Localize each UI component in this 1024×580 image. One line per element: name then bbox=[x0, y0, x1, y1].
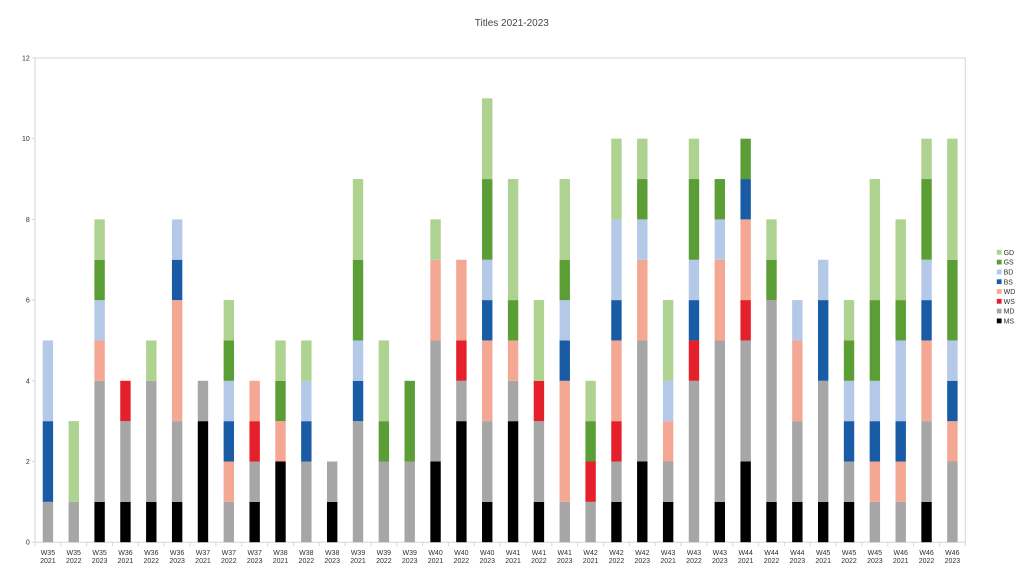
svg-text:W35: W35 bbox=[92, 550, 107, 557]
svg-text:2023: 2023 bbox=[712, 558, 728, 565]
svg-text:W40: W40 bbox=[480, 550, 495, 557]
svg-text:2021: 2021 bbox=[815, 558, 831, 565]
svg-text:0: 0 bbox=[26, 540, 30, 547]
svg-text:W43: W43 bbox=[713, 550, 728, 557]
svg-text:2023: 2023 bbox=[479, 558, 495, 565]
svg-text:2021: 2021 bbox=[428, 558, 444, 565]
svg-text:MD: MD bbox=[1004, 309, 1015, 316]
svg-text:W38: W38 bbox=[325, 550, 340, 557]
svg-text:2: 2 bbox=[26, 459, 30, 466]
svg-text:2021: 2021 bbox=[350, 558, 366, 565]
svg-text:W46: W46 bbox=[945, 550, 960, 557]
svg-text:2022: 2022 bbox=[454, 558, 470, 565]
svg-text:2021: 2021 bbox=[505, 558, 521, 565]
svg-text:W42: W42 bbox=[583, 550, 598, 557]
svg-text:2022: 2022 bbox=[919, 558, 935, 565]
svg-text:2023: 2023 bbox=[557, 558, 573, 565]
svg-text:W36: W36 bbox=[170, 550, 185, 557]
svg-text:W36: W36 bbox=[144, 550, 159, 557]
svg-text:2023: 2023 bbox=[635, 558, 651, 565]
svg-text:2022: 2022 bbox=[376, 558, 392, 565]
svg-text:2023: 2023 bbox=[790, 558, 806, 565]
svg-text:W36: W36 bbox=[118, 550, 133, 557]
svg-text:12: 12 bbox=[22, 56, 30, 63]
svg-text:W38: W38 bbox=[299, 550, 314, 557]
svg-text:W40: W40 bbox=[428, 550, 443, 557]
svg-text:BS: BS bbox=[1004, 279, 1014, 286]
svg-text:2022: 2022 bbox=[841, 558, 857, 565]
svg-text:2022: 2022 bbox=[686, 558, 702, 565]
svg-text:4: 4 bbox=[26, 378, 30, 385]
svg-text:2021: 2021 bbox=[40, 558, 56, 565]
svg-text:2021: 2021 bbox=[893, 558, 909, 565]
svg-text:2021: 2021 bbox=[660, 558, 676, 565]
svg-text:2021: 2021 bbox=[118, 558, 134, 565]
svg-text:W41: W41 bbox=[558, 550, 573, 557]
svg-text:W43: W43 bbox=[687, 550, 702, 557]
svg-text:2023: 2023 bbox=[169, 558, 185, 565]
svg-text:W42: W42 bbox=[635, 550, 650, 557]
svg-text:W35: W35 bbox=[41, 550, 56, 557]
svg-text:W44: W44 bbox=[764, 550, 779, 557]
svg-text:W41: W41 bbox=[506, 550, 521, 557]
svg-text:2022: 2022 bbox=[299, 558, 315, 565]
svg-text:2022: 2022 bbox=[221, 558, 237, 565]
svg-text:2021: 2021 bbox=[738, 558, 754, 565]
svg-text:6: 6 bbox=[26, 298, 30, 305]
svg-text:W42: W42 bbox=[609, 550, 624, 557]
svg-text:2021: 2021 bbox=[195, 558, 211, 565]
svg-text:W46: W46 bbox=[894, 550, 909, 557]
svg-text:WS: WS bbox=[1004, 299, 1016, 306]
svg-text:W45: W45 bbox=[816, 550, 831, 557]
svg-text:WD: WD bbox=[1004, 289, 1016, 296]
svg-text:Titles 2021-2023: Titles 2021-2023 bbox=[475, 18, 550, 29]
svg-text:W45: W45 bbox=[842, 550, 857, 557]
svg-text:10: 10 bbox=[22, 136, 30, 143]
svg-text:2021: 2021 bbox=[273, 558, 289, 565]
svg-text:2023: 2023 bbox=[324, 558, 340, 565]
svg-text:2023: 2023 bbox=[945, 558, 961, 565]
svg-text:W45: W45 bbox=[868, 550, 883, 557]
svg-text:W43: W43 bbox=[661, 550, 676, 557]
svg-text:2023: 2023 bbox=[867, 558, 883, 565]
svg-text:W40: W40 bbox=[454, 550, 469, 557]
svg-text:W37: W37 bbox=[247, 550, 262, 557]
svg-text:2023: 2023 bbox=[92, 558, 108, 565]
svg-text:2022: 2022 bbox=[531, 558, 547, 565]
svg-text:W35: W35 bbox=[67, 550, 82, 557]
svg-text:W37: W37 bbox=[222, 550, 237, 557]
svg-text:2022: 2022 bbox=[764, 558, 780, 565]
svg-text:GS: GS bbox=[1004, 260, 1014, 267]
svg-text:W44: W44 bbox=[790, 550, 805, 557]
svg-text:W39: W39 bbox=[351, 550, 366, 557]
svg-text:W39: W39 bbox=[403, 550, 418, 557]
svg-text:BD: BD bbox=[1004, 270, 1014, 277]
svg-text:2021: 2021 bbox=[583, 558, 599, 565]
svg-text:W39: W39 bbox=[377, 550, 392, 557]
svg-text:W37: W37 bbox=[196, 550, 211, 557]
svg-text:W46: W46 bbox=[919, 550, 934, 557]
svg-text:2022: 2022 bbox=[144, 558, 160, 565]
svg-text:GD: GD bbox=[1004, 250, 1015, 257]
svg-text:2023: 2023 bbox=[247, 558, 263, 565]
svg-text:W44: W44 bbox=[738, 550, 753, 557]
svg-text:2022: 2022 bbox=[66, 558, 82, 565]
svg-text:8: 8 bbox=[26, 217, 30, 224]
svg-text:2023: 2023 bbox=[402, 558, 418, 565]
svg-text:W41: W41 bbox=[532, 550, 547, 557]
svg-text:2022: 2022 bbox=[609, 558, 625, 565]
svg-text:MS: MS bbox=[1004, 319, 1015, 326]
svg-text:W38: W38 bbox=[273, 550, 288, 557]
